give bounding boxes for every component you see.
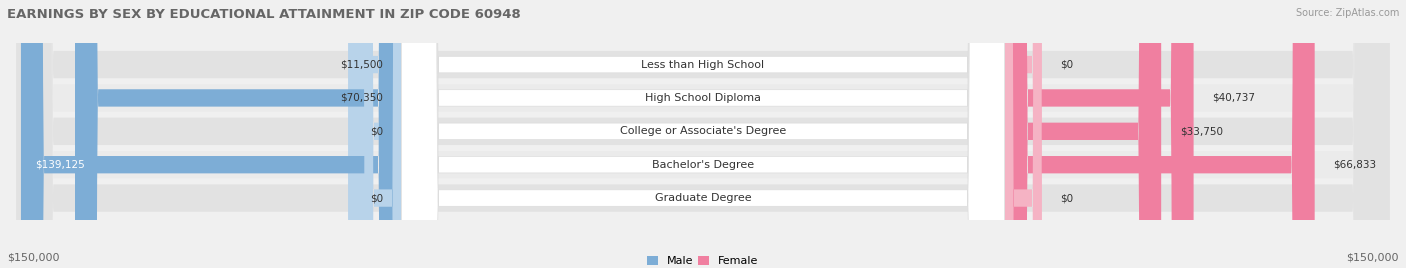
Text: $0: $0	[370, 193, 382, 203]
Text: Less than High School: Less than High School	[641, 59, 765, 70]
FancyBboxPatch shape	[1004, 0, 1161, 268]
FancyBboxPatch shape	[1004, 0, 1042, 268]
FancyBboxPatch shape	[364, 0, 402, 268]
FancyBboxPatch shape	[1004, 0, 1194, 268]
Text: $66,833: $66,833	[1333, 160, 1376, 170]
Text: $70,350: $70,350	[340, 93, 382, 103]
Text: $11,500: $11,500	[340, 59, 382, 70]
FancyBboxPatch shape	[17, 0, 1389, 268]
FancyBboxPatch shape	[402, 0, 1004, 268]
FancyBboxPatch shape	[402, 0, 1004, 268]
FancyBboxPatch shape	[17, 0, 1389, 268]
FancyBboxPatch shape	[17, 0, 1389, 268]
Text: $40,737: $40,737	[1212, 93, 1256, 103]
FancyBboxPatch shape	[1004, 0, 1042, 268]
Text: Bachelor's Degree: Bachelor's Degree	[652, 160, 754, 170]
Text: $150,000: $150,000	[7, 253, 59, 263]
FancyBboxPatch shape	[402, 0, 1004, 268]
Text: Source: ZipAtlas.com: Source: ZipAtlas.com	[1295, 8, 1399, 18]
Text: College or Associate's Degree: College or Associate's Degree	[620, 126, 786, 136]
FancyBboxPatch shape	[1004, 0, 1315, 268]
FancyBboxPatch shape	[75, 0, 402, 268]
Text: Graduate Degree: Graduate Degree	[655, 193, 751, 203]
FancyBboxPatch shape	[21, 0, 402, 268]
Text: $0: $0	[1060, 193, 1073, 203]
Text: $139,125: $139,125	[35, 160, 84, 170]
Text: $0: $0	[370, 126, 382, 136]
FancyBboxPatch shape	[17, 0, 1389, 268]
FancyBboxPatch shape	[364, 0, 402, 268]
Text: $33,750: $33,750	[1180, 126, 1223, 136]
FancyBboxPatch shape	[402, 0, 1004, 268]
Text: EARNINGS BY SEX BY EDUCATIONAL ATTAINMENT IN ZIP CODE 60948: EARNINGS BY SEX BY EDUCATIONAL ATTAINMEN…	[7, 8, 520, 21]
FancyBboxPatch shape	[349, 0, 402, 268]
Text: $0: $0	[1060, 59, 1073, 70]
FancyBboxPatch shape	[17, 0, 1389, 268]
Text: High School Diploma: High School Diploma	[645, 93, 761, 103]
Legend: Male, Female: Male, Female	[643, 252, 763, 268]
Text: $150,000: $150,000	[1347, 253, 1399, 263]
FancyBboxPatch shape	[402, 0, 1004, 268]
